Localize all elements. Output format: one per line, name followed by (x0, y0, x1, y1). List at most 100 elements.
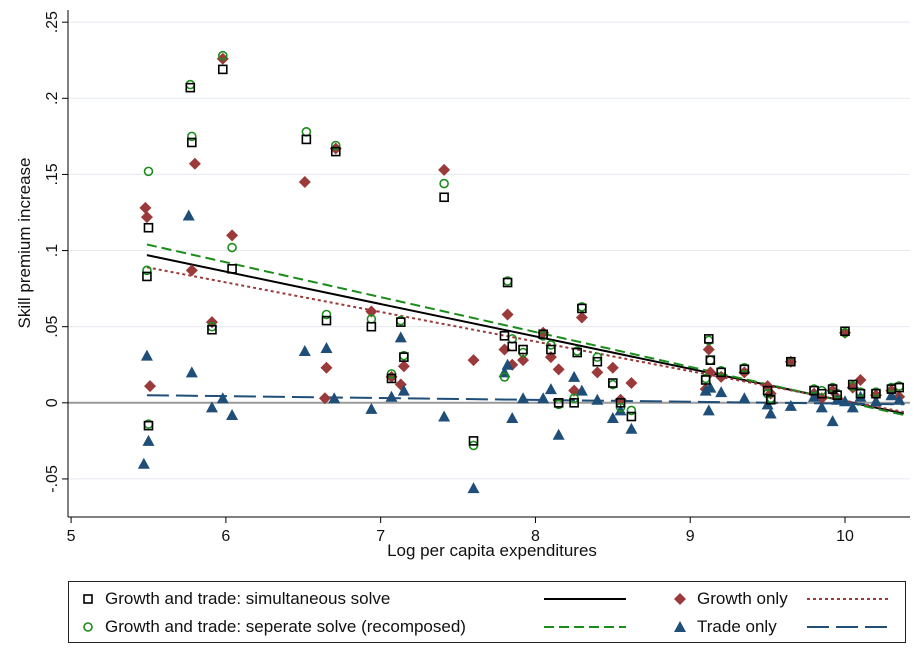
data-point (552, 428, 565, 440)
data-point (438, 163, 451, 176)
data-point (301, 127, 312, 137)
legend-item-separate: Growth and trade: seperate solve (recomp… (81, 615, 466, 639)
x-tick-label: 9 (686, 528, 695, 545)
data-point (764, 407, 777, 419)
data-point (365, 402, 378, 414)
axes: -.05 0 .05 .1 .15 .2 .25 5 6 7 8 9 10 (44, 10, 910, 545)
data-point (762, 385, 773, 396)
data-point (716, 367, 726, 378)
data-point (143, 420, 154, 431)
legend-solid-line (544, 598, 626, 600)
x-tick-label: 7 (376, 528, 385, 545)
data-point (705, 355, 716, 365)
data-point (568, 370, 581, 382)
legend-item-trade-only: Trade only (673, 615, 777, 639)
data-point (705, 355, 716, 365)
x-tick-label: 8 (531, 528, 540, 545)
x-tick-label: 10 (836, 528, 854, 545)
data-point (808, 390, 821, 402)
legend-item-growth-only: Growth only (673, 587, 788, 611)
y-tick-label: .2 (44, 92, 61, 105)
data-point (330, 140, 341, 151)
data-point (591, 393, 604, 405)
data-point (869, 395, 882, 407)
data-point (328, 392, 341, 404)
data-point (142, 271, 152, 282)
data-point (467, 482, 480, 494)
data-point (499, 372, 510, 382)
y-tick-label: .05 (44, 315, 61, 337)
data-point (329, 142, 342, 155)
data-point (506, 412, 519, 424)
data-point (577, 303, 587, 314)
data-point (144, 380, 157, 393)
data-point (320, 342, 333, 353)
data-point (438, 410, 451, 422)
data-point (765, 394, 776, 405)
data-point (330, 146, 341, 157)
data-point (185, 366, 198, 378)
data-point (142, 265, 152, 276)
data-point (592, 356, 603, 367)
data-point (608, 378, 618, 388)
y-tick-label: .1 (44, 244, 61, 257)
data-point (517, 392, 530, 404)
data-point (871, 388, 881, 399)
data-point (537, 392, 550, 404)
fit-line (146, 243, 905, 416)
data-point (784, 399, 797, 411)
data-point (517, 354, 530, 367)
data-point (207, 324, 217, 335)
data-point (397, 384, 410, 396)
data-point (318, 392, 331, 405)
data-point (187, 137, 197, 148)
legend-item-simultaneous: Growth and trade: simultaneous solve (81, 587, 390, 611)
data-point (838, 395, 851, 407)
data-point (439, 178, 449, 189)
data-point (227, 264, 237, 274)
data-point (394, 331, 407, 343)
data-point (575, 311, 588, 324)
data-point (702, 404, 715, 416)
data-point (518, 344, 528, 355)
data-point (143, 222, 154, 233)
series-filled-triangle (137, 209, 906, 494)
data-point (546, 344, 556, 355)
legend-marker (674, 593, 686, 605)
y-axis-label: Skill premium increase (15, 158, 34, 329)
data-point (832, 390, 843, 400)
hollow-square-marker-icon (83, 594, 93, 604)
data-point (298, 345, 311, 357)
data-point (704, 381, 717, 393)
data-point (320, 361, 333, 374)
data-point (885, 389, 898, 401)
data-point (226, 408, 239, 420)
data-point (826, 415, 839, 427)
data-point (386, 373, 397, 384)
data-point (894, 382, 904, 393)
data-point (614, 393, 627, 406)
y-tick-label: .25 (44, 11, 61, 33)
fit-lines (146, 243, 905, 416)
data-point (625, 377, 638, 390)
data-point (216, 392, 229, 404)
data-point (840, 326, 850, 337)
y-tick-label: -.05 (44, 465, 61, 493)
data-point (553, 398, 564, 408)
data-point (507, 341, 518, 352)
data-point (572, 347, 583, 358)
data-points (137, 50, 906, 494)
data-point (187, 131, 197, 142)
data-point (846, 401, 859, 413)
data-point (468, 436, 479, 446)
x-tick-label: 6 (221, 528, 230, 545)
data-point (538, 329, 548, 340)
data-point (855, 388, 866, 399)
x-tick-label: 5 (67, 528, 76, 545)
data-point (227, 242, 237, 253)
data-point (140, 349, 153, 361)
legend-longdash-line (807, 626, 889, 628)
data-point (702, 343, 715, 356)
data-point (467, 354, 480, 367)
filled-diamond-marker-icon (674, 593, 686, 605)
